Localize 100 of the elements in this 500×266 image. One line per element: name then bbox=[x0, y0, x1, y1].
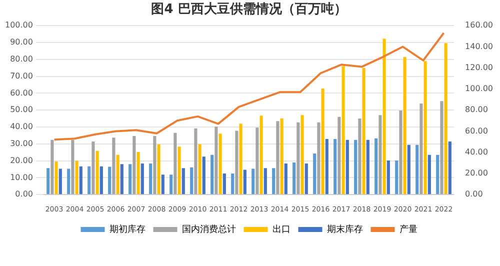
bar bbox=[79, 166, 82, 194]
y2-tick-label: 140.00 bbox=[465, 42, 494, 51]
bar bbox=[313, 154, 316, 194]
bar bbox=[50, 140, 54, 194]
bar bbox=[239, 124, 242, 194]
y-tick-label: 30.00 bbox=[10, 138, 33, 148]
bar bbox=[354, 140, 358, 194]
bar bbox=[231, 173, 234, 194]
y2-tick-label: 40.00 bbox=[465, 147, 488, 156]
bar bbox=[304, 164, 308, 194]
bar bbox=[218, 134, 222, 194]
bar bbox=[342, 66, 345, 194]
bar bbox=[170, 174, 173, 194]
y-tick-label: 90.00 bbox=[10, 38, 33, 47]
chart-title: 图4 巴西大豆供需情况（百万吨） bbox=[151, 2, 347, 18]
bar bbox=[157, 144, 160, 194]
bar bbox=[71, 140, 74, 194]
bar bbox=[252, 168, 255, 194]
bar bbox=[448, 142, 452, 194]
bar bbox=[374, 138, 378, 194]
bar bbox=[325, 139, 328, 194]
legend-label: 期末库存 bbox=[326, 224, 363, 235]
bar bbox=[132, 136, 136, 194]
y2-tick-label: 0.00 bbox=[465, 190, 483, 199]
bar bbox=[382, 38, 386, 194]
bar bbox=[178, 146, 181, 194]
bar bbox=[46, 168, 50, 194]
bar bbox=[284, 164, 288, 194]
bar bbox=[182, 168, 185, 194]
bar bbox=[108, 166, 112, 194]
bar bbox=[243, 170, 246, 194]
bar bbox=[198, 144, 202, 194]
bar bbox=[116, 154, 120, 194]
bar bbox=[100, 166, 103, 194]
y-tick-label: 60.00 bbox=[10, 88, 33, 98]
y2-tick-label: 120.00 bbox=[465, 62, 494, 72]
bar bbox=[88, 166, 91, 194]
bar bbox=[174, 132, 177, 194]
bar bbox=[194, 128, 198, 194]
bar bbox=[112, 138, 116, 194]
y-tick-label: 80.00 bbox=[10, 54, 33, 64]
y2-tick-label: 80.00 bbox=[465, 105, 488, 114]
bar bbox=[58, 168, 62, 194]
y-tick-label: 50.00 bbox=[10, 105, 33, 114]
bar bbox=[358, 118, 362, 194]
y2-tick-label: 160.00 bbox=[465, 20, 494, 30]
bar bbox=[424, 61, 427, 194]
bar bbox=[67, 168, 70, 194]
y2-tick-label: 60.00 bbox=[465, 126, 488, 136]
bar bbox=[407, 144, 410, 194]
y2-tick-label: 100.00 bbox=[465, 84, 494, 94]
bar bbox=[334, 139, 337, 194]
bar bbox=[317, 122, 320, 194]
y-tick-label: 70.00 bbox=[10, 71, 33, 80]
bar bbox=[276, 121, 280, 194]
bar bbox=[366, 140, 370, 194]
legend-label: 出口 bbox=[272, 224, 290, 235]
bar bbox=[222, 173, 226, 194]
y-tick-label: 10.00 bbox=[10, 172, 33, 182]
bar bbox=[292, 162, 296, 194]
bar bbox=[210, 154, 214, 194]
bar bbox=[395, 160, 398, 194]
bar bbox=[300, 115, 304, 194]
bar bbox=[120, 164, 124, 194]
bar bbox=[264, 168, 267, 194]
bar bbox=[149, 164, 152, 194]
bar bbox=[54, 161, 58, 194]
bar bbox=[296, 122, 300, 194]
legend-label: 产量 bbox=[399, 224, 418, 235]
bar bbox=[416, 144, 419, 194]
bar bbox=[92, 142, 95, 194]
y-tick-label: 0.00 bbox=[15, 190, 33, 199]
bar bbox=[440, 101, 444, 194]
bar bbox=[280, 118, 284, 194]
legend-label: 国内消费总计 bbox=[182, 224, 236, 235]
bar bbox=[235, 130, 238, 194]
bar bbox=[140, 164, 144, 194]
bar bbox=[161, 174, 164, 194]
bar bbox=[346, 140, 349, 194]
bar bbox=[272, 168, 276, 194]
bar bbox=[153, 136, 156, 194]
bar bbox=[436, 154, 440, 194]
bar bbox=[128, 164, 132, 194]
bar bbox=[338, 116, 341, 194]
bar bbox=[260, 116, 263, 194]
bar bbox=[202, 156, 206, 194]
bar bbox=[136, 152, 140, 194]
y-tick-label: 40.00 bbox=[10, 122, 33, 132]
bar bbox=[256, 128, 259, 194]
bar bbox=[96, 150, 99, 194]
bar bbox=[420, 104, 423, 194]
bar bbox=[75, 160, 78, 194]
bar bbox=[362, 68, 366, 194]
bar bbox=[399, 110, 402, 194]
bar bbox=[190, 167, 194, 194]
bar bbox=[403, 57, 406, 194]
legend-label: 期初库存 bbox=[109, 224, 146, 235]
y2-tick-label: 20.00 bbox=[465, 168, 488, 178]
bar bbox=[428, 154, 431, 194]
bar bbox=[214, 126, 218, 194]
